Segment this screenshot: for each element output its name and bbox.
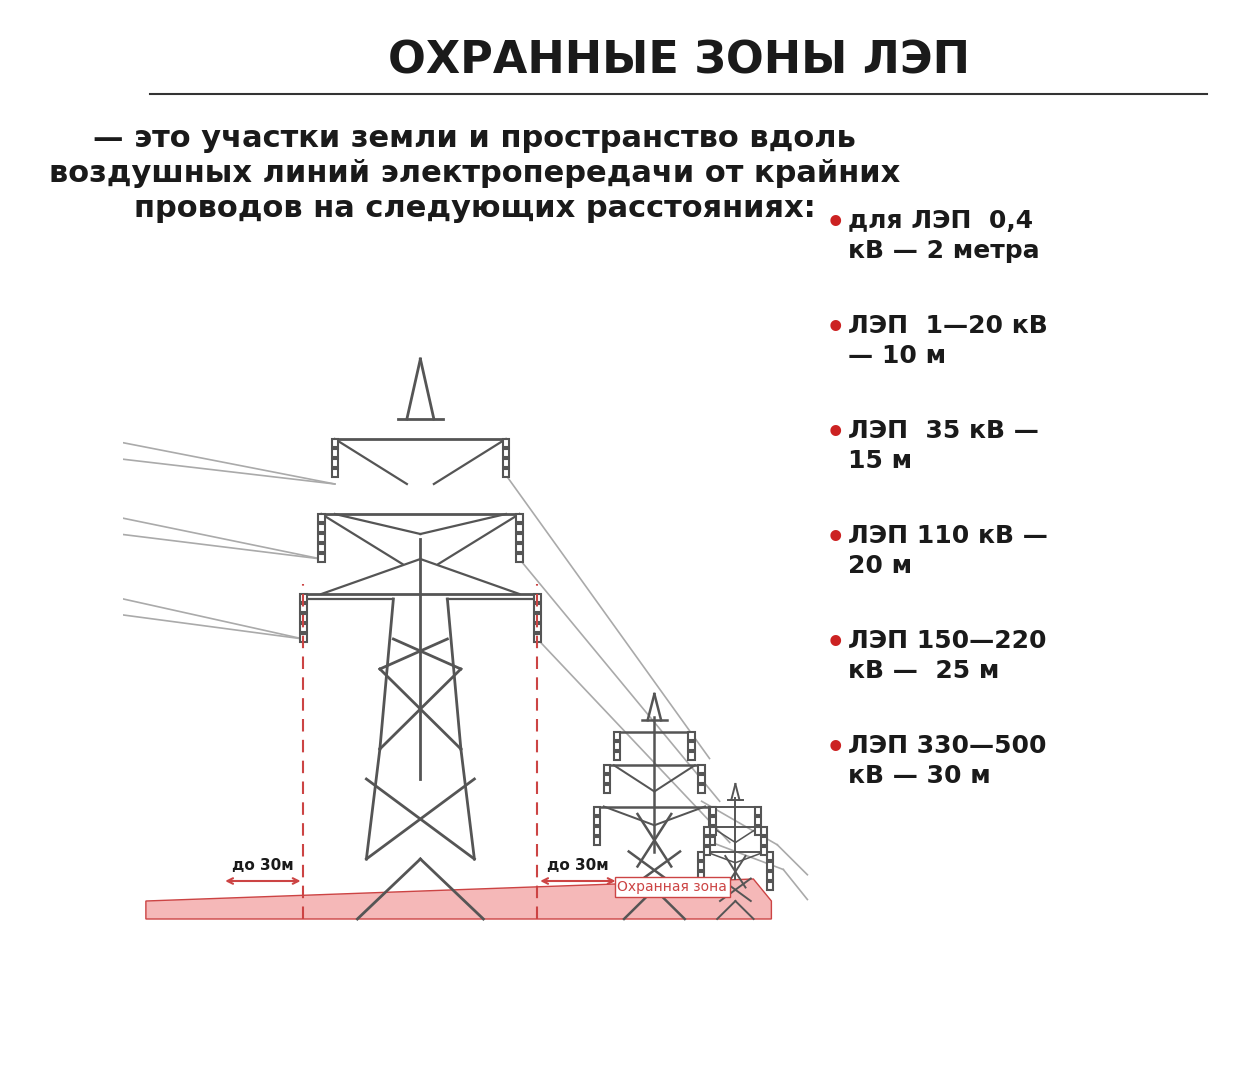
- Bar: [516, 554, 522, 562]
- Bar: [332, 439, 338, 447]
- Bar: [689, 731, 695, 740]
- Bar: [766, 852, 772, 859]
- Bar: [703, 837, 711, 845]
- Text: •: •: [826, 419, 845, 448]
- Text: ЛЭП 150—220
кВ —  25 м: ЛЭП 150—220 кВ — 25 м: [848, 629, 1046, 683]
- Text: ЛЭП  1—20 кВ
— 10 м: ЛЭП 1—20 кВ — 10 м: [848, 314, 1048, 368]
- Bar: [615, 731, 621, 740]
- Bar: [534, 634, 540, 642]
- Bar: [332, 469, 338, 477]
- Bar: [766, 862, 772, 869]
- Bar: [615, 752, 621, 759]
- Bar: [594, 826, 600, 835]
- Bar: [300, 604, 306, 611]
- Bar: [318, 544, 325, 552]
- Bar: [766, 871, 772, 880]
- Bar: [594, 806, 600, 815]
- Bar: [300, 614, 306, 622]
- Bar: [754, 826, 761, 835]
- Text: ЛЭП  35 кВ —
15 м: ЛЭП 35 кВ — 15 м: [848, 419, 1039, 472]
- Bar: [332, 449, 338, 458]
- Text: Охранная зона: Охранная зона: [617, 880, 727, 894]
- Bar: [697, 852, 705, 859]
- Text: для ЛЭП  0,4
кВ — 2 метра: для ЛЭП 0,4 кВ — 2 метра: [848, 210, 1039, 263]
- Bar: [318, 554, 325, 562]
- Bar: [534, 624, 540, 632]
- Bar: [697, 871, 705, 880]
- Text: до 30м: до 30м: [547, 858, 608, 873]
- Bar: [594, 817, 600, 824]
- Bar: [300, 594, 306, 602]
- Bar: [603, 775, 611, 784]
- Bar: [300, 624, 306, 632]
- Bar: [708, 826, 714, 835]
- Bar: [710, 817, 716, 824]
- Text: — это участки земли и пространство вдоль: — это участки земли и пространство вдоль: [93, 124, 856, 153]
- Bar: [534, 594, 540, 602]
- Bar: [689, 752, 695, 759]
- Text: до 30м: до 30м: [232, 858, 294, 873]
- Bar: [603, 765, 611, 773]
- Text: •: •: [826, 210, 845, 238]
- Text: •: •: [826, 629, 845, 659]
- Bar: [534, 604, 540, 611]
- Bar: [703, 826, 711, 835]
- Text: •: •: [826, 524, 845, 553]
- Bar: [708, 806, 714, 815]
- Bar: [766, 882, 772, 889]
- Text: проводов на следующих расстояниях:: проводов на следующих расстояниях:: [133, 193, 816, 223]
- Bar: [615, 742, 621, 749]
- Bar: [502, 469, 510, 477]
- Text: •: •: [826, 734, 845, 763]
- Bar: [754, 817, 761, 824]
- Bar: [516, 514, 522, 522]
- Bar: [332, 459, 338, 467]
- Bar: [760, 837, 766, 845]
- Bar: [318, 534, 325, 542]
- Bar: [708, 837, 714, 845]
- Bar: [318, 514, 325, 522]
- Bar: [708, 817, 714, 824]
- Bar: [710, 806, 716, 815]
- Bar: [502, 439, 510, 447]
- Bar: [502, 449, 510, 458]
- Bar: [594, 837, 600, 845]
- Text: •: •: [826, 314, 845, 343]
- Bar: [698, 786, 705, 793]
- Bar: [603, 786, 611, 793]
- Text: ЛЭП 110 кВ —
20 м: ЛЭП 110 кВ — 20 м: [848, 524, 1048, 577]
- Text: воздушных линий электропередачи от крайних: воздушных линий электропередачи от крайн…: [49, 159, 900, 188]
- Bar: [534, 614, 540, 622]
- Bar: [502, 459, 510, 467]
- Bar: [516, 524, 522, 532]
- Text: ОХРАННЫЕ ЗОНЫ ЛЭП: ОХРАННЫЕ ЗОНЫ ЛЭП: [387, 38, 970, 82]
- Bar: [698, 765, 705, 773]
- Bar: [300, 634, 306, 642]
- Bar: [516, 544, 522, 552]
- Bar: [760, 826, 766, 835]
- Bar: [760, 847, 766, 855]
- Bar: [318, 524, 325, 532]
- Polygon shape: [146, 879, 771, 919]
- Bar: [697, 882, 705, 889]
- Bar: [703, 847, 711, 855]
- Text: ЛЭП 330—500
кВ — 30 м: ЛЭП 330—500 кВ — 30 м: [848, 734, 1046, 788]
- Bar: [698, 775, 705, 784]
- Bar: [697, 862, 705, 869]
- Bar: [754, 806, 761, 815]
- Bar: [710, 826, 716, 835]
- Bar: [689, 742, 695, 749]
- Bar: [516, 534, 522, 542]
